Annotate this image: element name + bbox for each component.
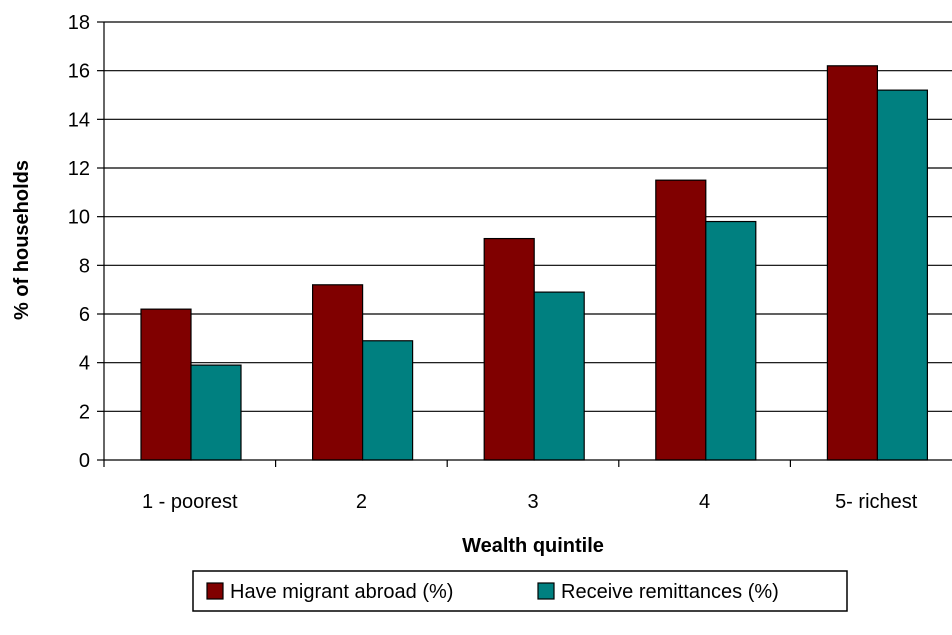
legend: Have migrant abroad (%) Receive remittan… [192, 570, 848, 612]
legend-swatch-receive-remittances [537, 582, 555, 600]
y-tick-label-2: 2 [79, 401, 90, 423]
y-tick-label-18: 18 [68, 12, 90, 34]
bar-receive-remittances-2 [362, 340, 414, 461]
legend-label-receive-remittances: Receive remittances (%) [561, 581, 779, 603]
legend-label-have-migrant-abroad: Have migrant abroad (%) [230, 581, 453, 603]
bar-receive-remittances-1-poorest [190, 364, 242, 461]
legend-frame [192, 570, 848, 612]
bar-have-migrant-abroad-2 [312, 284, 364, 461]
y-tick-label-12: 12 [68, 158, 90, 180]
bar-receive-remittances-5-richest [876, 89, 929, 461]
x-tick-label-3: 3 [527, 491, 538, 513]
y-tick-label-10: 10 [68, 207, 90, 229]
y-axis-title: % of households [11, 160, 33, 320]
x-axis-title: Wealth quintile [462, 535, 604, 557]
legend-swatch-have-migrant-abroad [206, 582, 224, 600]
bar-have-migrant-abroad-3 [483, 237, 535, 461]
bar-have-migrant-abroad-5-richest [826, 65, 879, 461]
y-tick-label-4: 4 [79, 353, 90, 375]
x-tick-label-2: 2 [356, 491, 367, 513]
bar-receive-remittances-3 [533, 291, 585, 461]
y-tick-label-0: 0 [79, 450, 90, 472]
bar-have-migrant-abroad-1-poorest [140, 308, 192, 461]
y-tick-label-16: 16 [68, 61, 90, 83]
bars [140, 65, 929, 461]
bar-receive-remittances-4 [705, 220, 757, 461]
x-tick-label-5-richest: 5- richest [835, 491, 918, 513]
y-tick-label-6: 6 [79, 304, 90, 326]
x-tick-label-1-poorest: 1 - poorest [142, 491, 238, 513]
x-tick-label-4: 4 [699, 491, 710, 513]
x-tick-labels: 1 - poorest 2 3 4 5- richest [142, 491, 918, 513]
y-tick-labels: 0 2 4 6 8 10 12 14 16 18 [68, 12, 90, 472]
y-tick-label-14: 14 [68, 109, 90, 131]
bar-have-migrant-abroad-4 [655, 179, 707, 461]
gridlines [104, 21, 952, 412]
y-tick-label-8: 8 [79, 255, 90, 277]
axes [97, 21, 952, 467]
